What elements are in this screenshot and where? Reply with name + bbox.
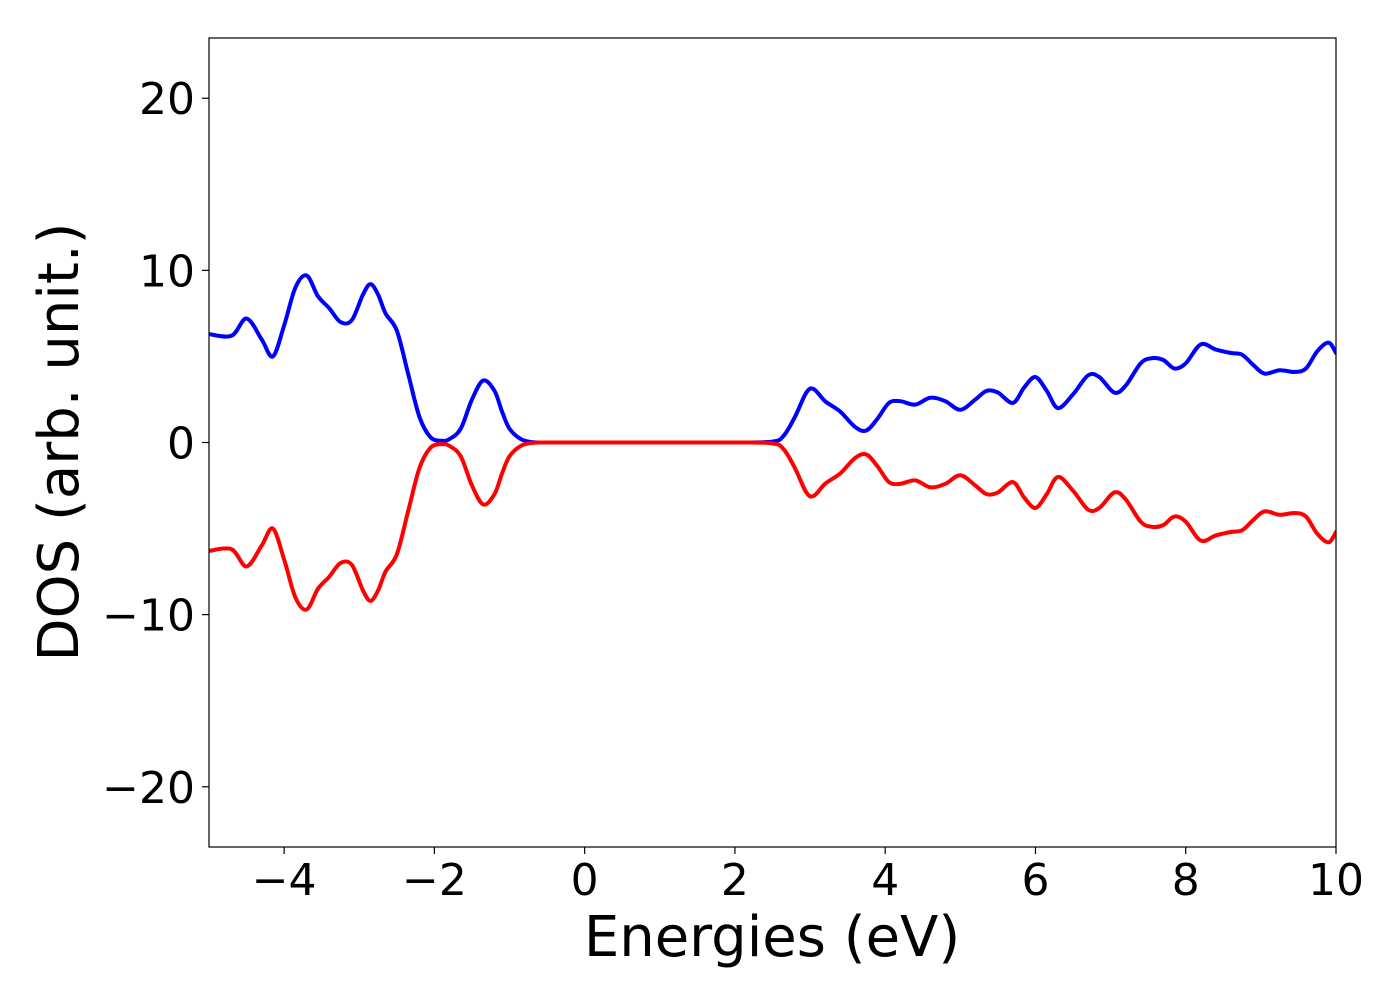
x-tick-label: 10 bbox=[1308, 855, 1364, 906]
y-tick-label: 0 bbox=[167, 419, 195, 470]
x-tick-label: 6 bbox=[1021, 855, 1049, 906]
x-axis-title: Energies (eV) bbox=[584, 905, 960, 970]
y-axis: −20 −10 0 10 20 bbox=[102, 74, 209, 814]
y-axis-title: DOS (arb. unit.) bbox=[27, 222, 92, 661]
series-layer bbox=[209, 273, 1336, 612]
series-line-spin-down bbox=[209, 440, 1336, 612]
y-tick-label: −20 bbox=[102, 763, 195, 814]
x-tick-label: −4 bbox=[252, 855, 317, 906]
series-line-spin-up bbox=[209, 273, 1336, 445]
y-tick-label: −10 bbox=[102, 591, 195, 642]
x-axis: −4 −2 0 2 4 6 8 10 bbox=[252, 847, 1364, 906]
x-tick-label: 4 bbox=[871, 855, 899, 906]
y-tick-label: 20 bbox=[139, 74, 195, 125]
y-tick-label: 10 bbox=[139, 246, 195, 297]
x-tick-label: −2 bbox=[402, 855, 467, 906]
x-tick-label: 0 bbox=[571, 855, 599, 906]
x-tick-label: 8 bbox=[1172, 855, 1200, 906]
x-tick-label: 2 bbox=[721, 855, 749, 906]
